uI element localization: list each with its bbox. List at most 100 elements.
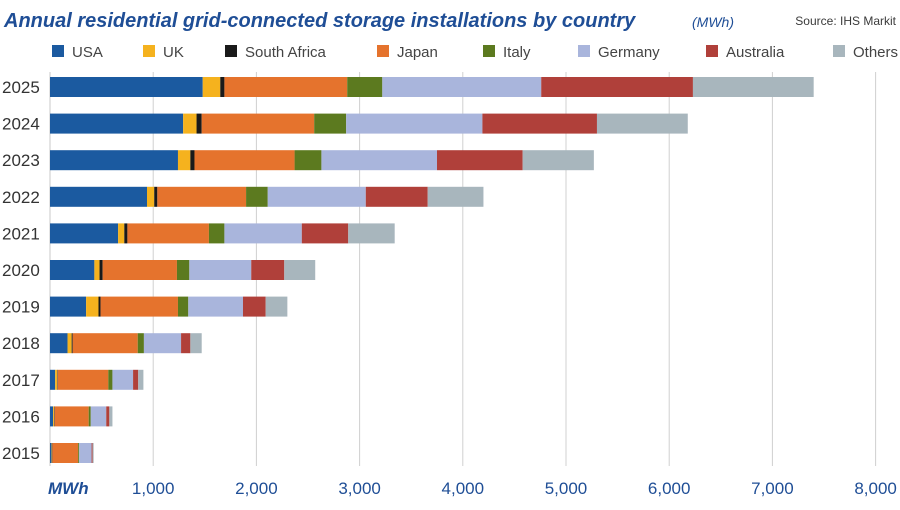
bar-group-2022 [50, 186, 484, 207]
chart-header: Annual residential grid-connected storag… [3, 10, 897, 32]
legend-swatch [483, 45, 495, 57]
bar-usa-2021 [50, 223, 119, 244]
bar-uk-2024 [183, 113, 197, 134]
legend-label: South Africa [245, 44, 327, 61]
chart-legend: USA UK South Africa Japan Italy Germany Austra… [52, 44, 898, 61]
bar-usa-2017 [50, 369, 56, 390]
legend-item-japan: Japan [377, 44, 438, 61]
bar-japan-2015 [52, 443, 79, 463]
bar-south-africa-2019 [98, 296, 101, 317]
x-tick-label: 4,000 [442, 479, 485, 498]
bar-usa-2024 [50, 113, 184, 134]
y-tick-label: 2016 [2, 407, 40, 426]
y-tick-label: 2021 [2, 224, 40, 243]
bar-italy-2025 [347, 77, 383, 97]
y-tick-label: 2023 [2, 151, 40, 170]
bar-australia-2024 [482, 113, 597, 134]
legend-swatch [578, 45, 590, 57]
y-axis-tick-labels: 2025 2024 2023 2022 2021 2020 2019 2018 2017 2016… [2, 78, 40, 463]
y-tick-label: 2017 [2, 371, 40, 390]
legend-label: Germany [598, 44, 660, 61]
bar-australia-2018 [181, 333, 191, 354]
bar-south-africa-2016 [54, 406, 55, 427]
bar-uk-2023 [177, 150, 191, 171]
bar-italy-2022 [246, 186, 268, 207]
y-tick-label: 2020 [2, 261, 40, 280]
chart-source: Source: IHS Markit [795, 14, 896, 28]
bar-group-2025 [50, 77, 814, 97]
legend-item-australia: Australia [706, 44, 785, 61]
bar-group-2024 [50, 113, 688, 134]
bar-south-africa-2020 [99, 260, 103, 280]
chart-unit-label: (MWh) [692, 14, 734, 30]
bar-germany-2022 [267, 186, 366, 207]
bar-japan-2016 [54, 406, 89, 427]
bar-germany-2018 [143, 333, 182, 354]
bar-italy-2024 [314, 113, 347, 134]
bar-group-2021 [50, 223, 395, 244]
legend-item-south-africa: South Africa [225, 44, 327, 61]
bar-others-2017 [138, 369, 144, 390]
bar-australia-2021 [301, 223, 349, 244]
bar-japan-2024 [201, 113, 315, 134]
bar-italy-2017 [108, 369, 113, 390]
legend-item-usa: USA [52, 44, 103, 61]
x-tick-label: 3,000 [338, 479, 381, 498]
bar-japan-2017 [57, 369, 109, 390]
bar-australia-2022 [365, 186, 428, 207]
legend-label: USA [72, 44, 103, 61]
bar-italy-2019 [177, 296, 189, 317]
bar-south-africa-2021 [124, 223, 128, 244]
bar-italy-2015 [78, 443, 80, 463]
bar-australia-2023 [437, 150, 523, 171]
bar-usa-2018 [50, 333, 68, 354]
bar-australia-2017 [133, 369, 139, 390]
legend-label: Others [853, 44, 898, 61]
y-tick-label: 2025 [2, 78, 40, 97]
bar-south-africa-2017 [57, 369, 58, 390]
y-tick-label: 2018 [2, 334, 40, 353]
bar-australia-2020 [251, 260, 285, 280]
x-axis-unit-label: MWh [48, 479, 89, 498]
bar-usa-2020 [50, 260, 95, 280]
legend-swatch [52, 45, 64, 57]
bar-australia-2019 [242, 296, 266, 317]
y-tick-label: 2015 [2, 444, 40, 463]
legend-label: UK [163, 44, 184, 61]
bar-germany-2024 [346, 113, 483, 134]
bar-japan-2023 [194, 150, 295, 171]
bar-italy-2023 [294, 150, 322, 171]
x-axis-tick-labels: MWh 1,000 2,000 3,000 4,000 5,000 6,000 7,000 8… [48, 479, 897, 498]
bar-group-2015 [50, 443, 94, 463]
bar-south-africa-2022 [154, 186, 158, 207]
legend-item-others: Others [833, 44, 898, 61]
legend-swatch [225, 45, 237, 57]
x-tick-label: 2,000 [235, 479, 278, 498]
bar-others-2019 [265, 296, 288, 317]
bar-group-2019 [50, 296, 288, 317]
x-tick-label: 6,000 [648, 479, 691, 498]
bar-japan-2020 [102, 260, 177, 280]
bar-usa-2016 [50, 406, 54, 427]
legend-swatch [143, 45, 155, 57]
bar-group-2018 [50, 333, 202, 354]
bar-usa-2023 [50, 150, 178, 171]
bar-japan-2025 [224, 77, 348, 97]
bar-australia-2015 [91, 443, 93, 463]
bar-group-2020 [50, 260, 316, 280]
bar-others-2025 [692, 77, 814, 97]
y-tick-label: 2019 [2, 298, 40, 317]
x-tick-label: 5,000 [545, 479, 588, 498]
bar-germany-2016 [90, 406, 107, 427]
bar-others-2024 [596, 113, 688, 134]
legend-label: Australia [726, 44, 785, 61]
bar-germany-2021 [224, 223, 302, 244]
x-tick-label: 1,000 [132, 479, 175, 498]
legend-swatch [706, 45, 718, 57]
bar-group-2017 [50, 369, 144, 390]
bar-uk-2015 [51, 443, 53, 463]
y-tick-label: 2024 [2, 115, 40, 134]
bar-germany-2019 [188, 296, 243, 317]
bar-usa-2015 [50, 443, 52, 463]
